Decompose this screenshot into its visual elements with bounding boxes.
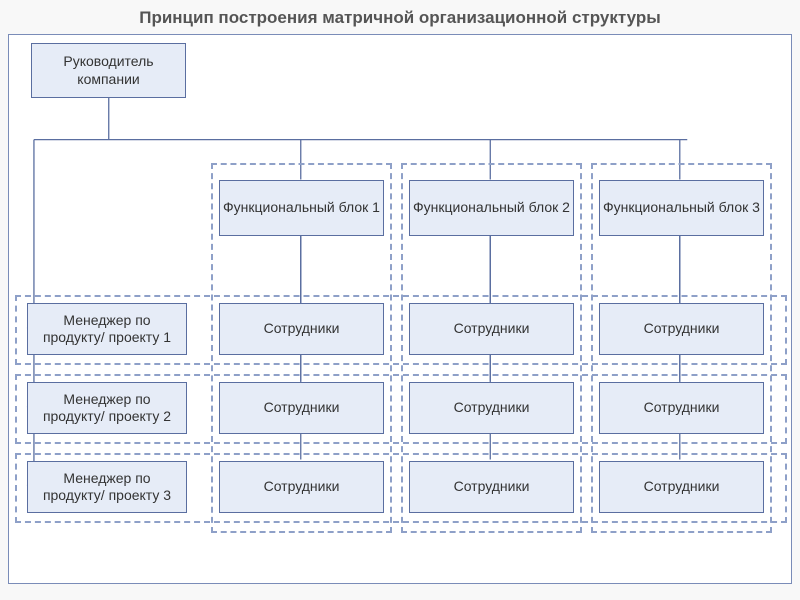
mgr-box-1: Менеджер по продукту/ проекту 2 xyxy=(27,382,187,434)
func-box-1: Функциональный блок 2 xyxy=(409,180,574,236)
cell-1-0: Сотрудники xyxy=(219,382,384,434)
cell-1-2: Сотрудники xyxy=(599,382,764,434)
diagram-frame: Руководитель компании Функциональный бло… xyxy=(8,34,792,584)
cell-0-1: Сотрудники xyxy=(409,303,574,355)
func-box-2: Функциональный блок 3 xyxy=(599,180,764,236)
diagram-title: Принцип построения матричной организацио… xyxy=(0,0,800,30)
cell-1-1: Сотрудники xyxy=(409,382,574,434)
ceo-box: Руководитель компании xyxy=(31,43,186,98)
func-box-0: Функциональный блок 1 xyxy=(219,180,384,236)
mgr-box-2: Менеджер по продукту/ проекту 3 xyxy=(27,461,187,513)
cell-2-2: Сотрудники xyxy=(599,461,764,513)
cell-0-0: Сотрудники xyxy=(219,303,384,355)
cell-2-1: Сотрудники xyxy=(409,461,574,513)
cell-0-2: Сотрудники xyxy=(599,303,764,355)
mgr-box-0: Менеджер по продукту/ проекту 1 xyxy=(27,303,187,355)
cell-2-0: Сотрудники xyxy=(219,461,384,513)
